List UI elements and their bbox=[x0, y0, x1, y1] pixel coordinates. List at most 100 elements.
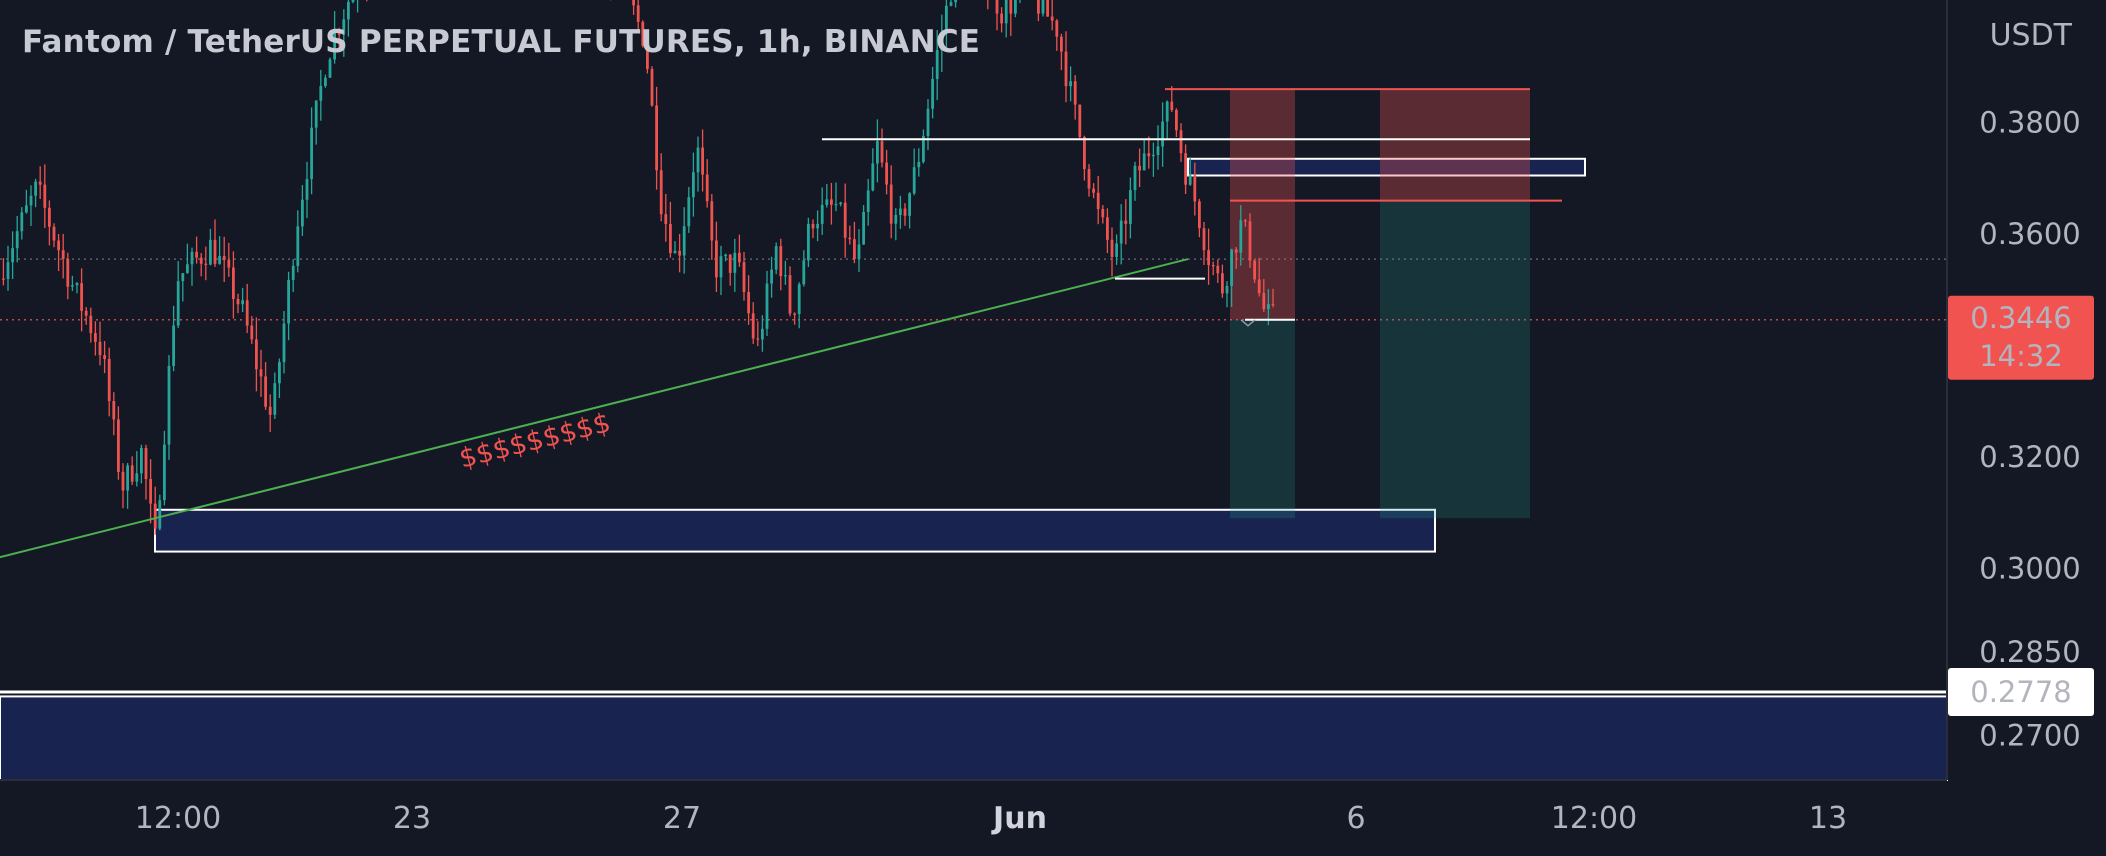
candle bbox=[1202, 222, 1206, 265]
candle bbox=[1239, 205, 1243, 266]
candle bbox=[29, 185, 33, 226]
position-0-target-area[interactable] bbox=[1230, 319, 1295, 519]
demand-zone-0[interactable] bbox=[154, 508, 1436, 553]
position-0-stop-area[interactable] bbox=[1230, 89, 1295, 320]
candle bbox=[75, 281, 79, 294]
candle bbox=[1211, 261, 1215, 276]
candle bbox=[103, 341, 106, 374]
candle bbox=[738, 234, 741, 267]
candle bbox=[71, 275, 74, 292]
candle bbox=[862, 205, 865, 246]
candle bbox=[1230, 248, 1233, 307]
candle bbox=[1198, 198, 1201, 238]
candle bbox=[1014, 0, 1017, 18]
countdown-timer: 14:32 bbox=[1979, 339, 2063, 373]
candle bbox=[1142, 139, 1146, 171]
candle bbox=[282, 310, 286, 374]
candle bbox=[807, 217, 810, 268]
candle bbox=[291, 259, 295, 292]
price-axis[interactable]: 0.3800 0.3600 0.3200 0.3000 0.2850 0.2700 0.34… bbox=[1948, 106, 2094, 753]
candle bbox=[830, 182, 833, 225]
candle bbox=[135, 451, 139, 487]
candle bbox=[839, 201, 842, 207]
candle bbox=[940, 14, 944, 72]
price-tick-label: 0.3800 bbox=[1979, 106, 2080, 140]
candle bbox=[1115, 234, 1118, 265]
candle bbox=[1096, 175, 1100, 225]
candle bbox=[1207, 228, 1210, 285]
candle bbox=[987, 0, 989, 10]
candle bbox=[94, 321, 97, 356]
candle bbox=[1004, 0, 1008, 38]
time-tick-label: 6 bbox=[1346, 801, 1365, 836]
candle bbox=[48, 200, 51, 246]
candle bbox=[696, 136, 700, 192]
candle bbox=[646, 38, 649, 74]
candle bbox=[38, 166, 42, 200]
candle bbox=[278, 358, 281, 399]
candle bbox=[770, 256, 773, 298]
candle bbox=[1073, 75, 1077, 120]
candle bbox=[181, 273, 185, 302]
candle bbox=[1069, 66, 1072, 102]
candle bbox=[1165, 100, 1169, 139]
candle bbox=[853, 221, 856, 264]
candle bbox=[356, 0, 359, 13]
candle bbox=[880, 128, 884, 168]
candle bbox=[328, 57, 332, 78]
candle bbox=[1129, 177, 1132, 239]
candle bbox=[1271, 288, 1275, 308]
candle bbox=[1234, 247, 1238, 269]
candle bbox=[1221, 264, 1224, 298]
position-1-target-area[interactable] bbox=[1380, 200, 1530, 519]
positions-layer bbox=[1230, 89, 1530, 519]
candle bbox=[811, 219, 815, 239]
candle bbox=[664, 193, 668, 242]
candle bbox=[1106, 208, 1109, 254]
candle bbox=[1046, 0, 1049, 17]
candle bbox=[80, 268, 83, 332]
last-price-badge bbox=[1948, 295, 2094, 380]
time-tick-label: 27 bbox=[663, 801, 701, 836]
candle bbox=[935, 30, 939, 101]
candle bbox=[669, 201, 672, 258]
chart-title: Fantom / TetherUS PERPETUAL FUTURES, 1h,… bbox=[22, 24, 981, 60]
candle bbox=[98, 321, 102, 366]
support-level-value: 0.2778 bbox=[1970, 675, 2071, 709]
candle bbox=[149, 459, 152, 524]
candle bbox=[333, 11, 336, 64]
candle bbox=[692, 152, 695, 217]
candle bbox=[779, 238, 783, 291]
candle bbox=[742, 252, 746, 301]
demand-zone-1[interactable] bbox=[1187, 157, 1586, 177]
candle bbox=[765, 270, 769, 336]
candle bbox=[112, 392, 116, 436]
time-tick-label: Jun bbox=[991, 801, 1047, 836]
demand-zone-2[interactable] bbox=[0, 695, 1948, 782]
candle bbox=[34, 178, 37, 208]
price-tick-label: 0.2700 bbox=[1979, 718, 2080, 752]
candle bbox=[1184, 144, 1187, 194]
candle bbox=[1133, 161, 1137, 201]
candle bbox=[264, 362, 267, 410]
candle bbox=[1092, 183, 1095, 199]
candle bbox=[218, 236, 221, 265]
candle bbox=[255, 317, 258, 392]
candle bbox=[659, 153, 663, 222]
price-unit-label: USDT bbox=[1989, 18, 2072, 53]
candle bbox=[11, 231, 14, 279]
candle bbox=[176, 261, 180, 329]
candle bbox=[1216, 259, 1220, 283]
time-axis[interactable]: 12:00 23 27 Jun 6 12:00 13 bbox=[135, 801, 1847, 836]
position-1-stop-area[interactable] bbox=[1380, 89, 1530, 201]
time-tick-label: 13 bbox=[1809, 801, 1847, 836]
last-price-value: 0.3446 bbox=[1970, 301, 2071, 335]
trendline[interactable] bbox=[0, 258, 1189, 559]
candle bbox=[1041, 0, 1045, 17]
candle bbox=[876, 119, 879, 183]
candle bbox=[167, 355, 171, 460]
candle bbox=[84, 307, 88, 325]
candle bbox=[751, 302, 755, 344]
candle bbox=[61, 233, 65, 279]
